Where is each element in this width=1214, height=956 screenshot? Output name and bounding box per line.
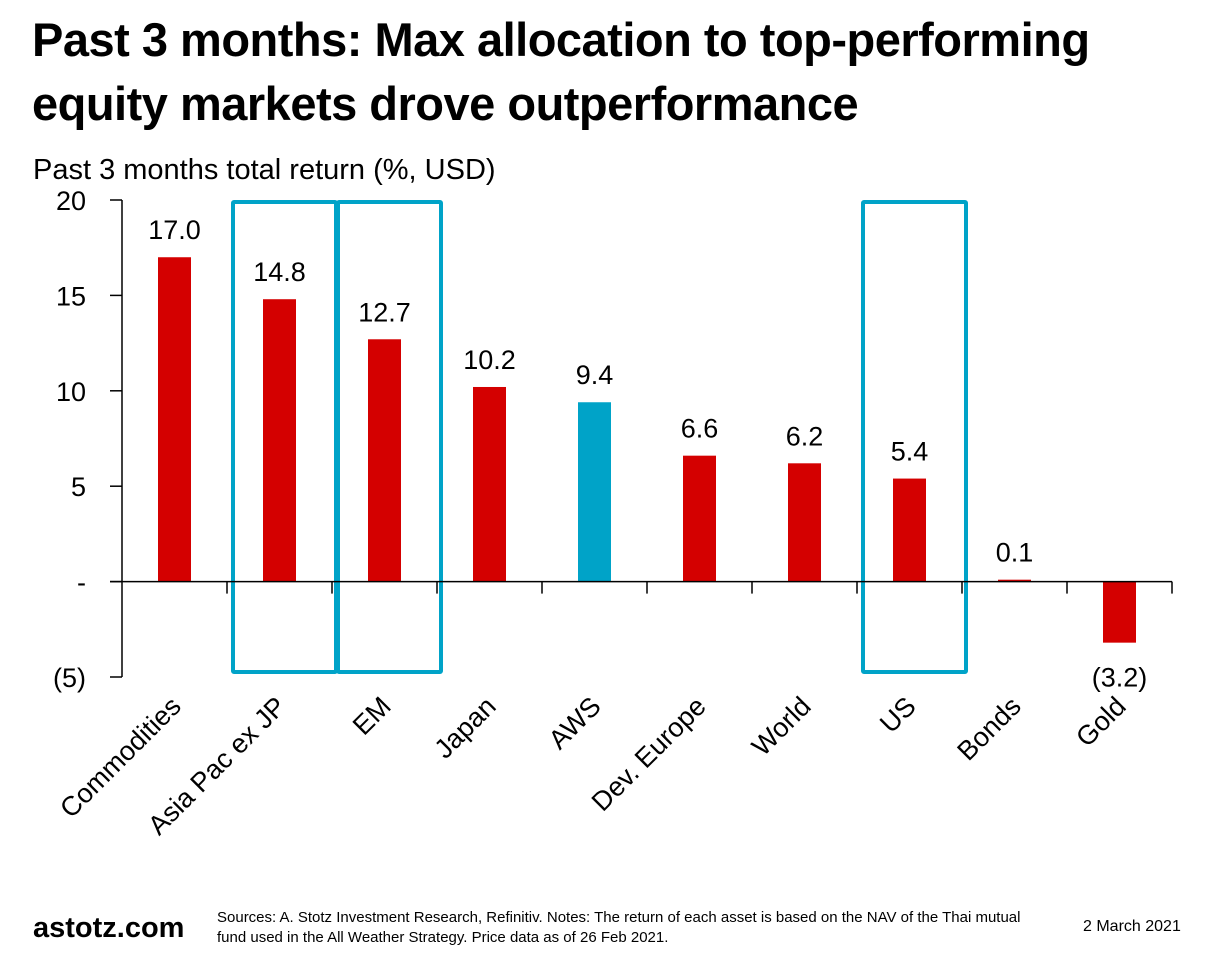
- x-tick-label: World: [746, 691, 817, 762]
- y-tick-label: 10: [56, 377, 86, 407]
- data-label: 5.4: [891, 437, 929, 467]
- data-label: 14.8: [253, 257, 306, 287]
- axes: [110, 200, 1172, 677]
- y-tick-label: -: [77, 568, 86, 598]
- bar-aws: [578, 402, 611, 582]
- bar-japan: [473, 386, 506, 582]
- y-axis-title: Past 3 months total return (%, USD): [33, 154, 496, 186]
- data-label: 0.1: [996, 538, 1034, 568]
- y-ticks: 20 15 10 5 - (5): [53, 186, 122, 693]
- y-tick-label: 15: [56, 281, 86, 311]
- data-label: 9.4: [576, 360, 614, 390]
- data-label: 17.0: [148, 215, 201, 245]
- x-tick-label: Dev. Europe: [586, 691, 712, 817]
- x-tick-label: AWS: [543, 691, 607, 755]
- highlight-boxes: [231, 200, 968, 674]
- source-notes: Sources: A. Stotz Investment Research, R…: [217, 909, 1021, 946]
- x-tick-label: Bonds: [951, 691, 1026, 766]
- x-tick-label: Japan: [429, 691, 502, 764]
- x-tick-label: EM: [347, 691, 397, 741]
- y-tick-label: (5): [53, 663, 86, 693]
- bars: [158, 257, 1136, 643]
- data-label: 12.7: [358, 297, 411, 327]
- y-tick-label: 5: [71, 472, 86, 502]
- bar-world: [788, 463, 821, 582]
- bar-gold: [1103, 581, 1136, 643]
- bar-em: [368, 339, 401, 582]
- data-label: 6.2: [786, 421, 824, 451]
- data-label: 10.2: [463, 345, 516, 375]
- x-tick-label: Gold: [1070, 691, 1132, 753]
- publish-date: 2 March 2021: [1083, 918, 1181, 935]
- highlight-box: [861, 200, 968, 674]
- chart-title: Past 3 months: Max allocation to top-per…: [32, 13, 1090, 130]
- x-tick-label: US: [874, 691, 922, 739]
- bar-asia-pac-ex-jp: [263, 299, 296, 582]
- bar-bonds: [998, 579, 1031, 582]
- bar-dev-europe: [683, 455, 716, 582]
- brand-logo-text: astotz.com: [33, 912, 185, 944]
- x-ticks: [226, 581, 1173, 594]
- y-tick-label: 20: [56, 186, 86, 216]
- data-label: (3.2): [1092, 663, 1148, 693]
- bar-commodities: [158, 257, 191, 582]
- data-label: 6.6: [681, 414, 719, 444]
- highlight-box: [336, 200, 443, 674]
- data-labels: 17.0 14.8 12.7 10.2 9.4 6.6 6.2 5.4 0.1 (3.2): [148, 215, 1147, 692]
- bar-us: [893, 478, 926, 582]
